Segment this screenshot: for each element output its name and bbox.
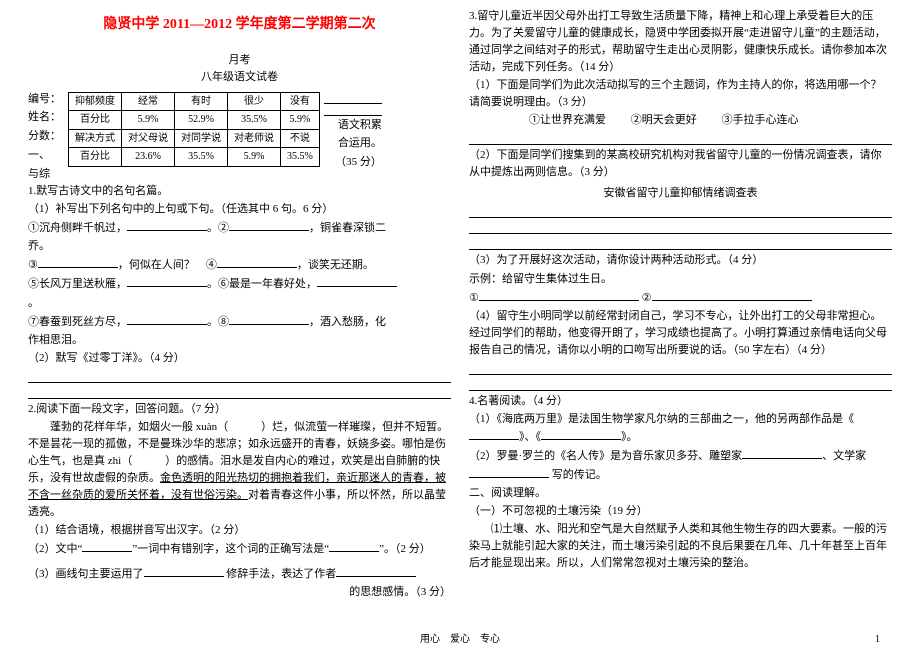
- q3-3: （3）为了开展好这次活动，请你设计两种活动形式。（4 分）: [469, 252, 892, 269]
- blank: [127, 275, 207, 287]
- blank: [329, 540, 379, 552]
- q2: 2.阅读下面一段文字，回答问题。（7 分）: [28, 401, 451, 418]
- q3-intro: 3.留守儿童近半因父母外出打工导致生活质量下降，精神上和心理上承受着巨大的压力。…: [469, 8, 892, 76]
- poem-line-1b: 乔。: [28, 238, 451, 255]
- opt2: ②明天会更好: [631, 114, 697, 126]
- doc-title: 隐贤中学 2011—2012 学年度第二学期第二次: [28, 14, 451, 36]
- subtitle-1: 月考: [28, 52, 451, 69]
- poem-line-3b: 。: [28, 295, 451, 312]
- poem-line-4: ⑦春蚕到死丝方尽，。⑧，酒入愁肠，化: [28, 313, 451, 331]
- blank-line: [469, 220, 892, 234]
- meta-sec: 一、: [28, 146, 64, 165]
- poem-line-4b: 作相思泪。: [28, 332, 451, 349]
- meta-sec2: 与综: [28, 165, 64, 184]
- blank-line: [28, 369, 451, 383]
- blank-line: [469, 204, 892, 218]
- table-row: 百分比23.6%35.5%5.9%35.5%: [69, 148, 320, 167]
- table-row: 百分比5.9%52.9%35.5%5.9%: [69, 111, 320, 130]
- passage: 蓬勃的花样年华，如烟火一般 xuàn（ ）烂，似流萤一样璀璨，但并不短暂。不是昙…: [28, 419, 451, 521]
- subtitle-2: 八年级语文试卷: [28, 69, 451, 86]
- survey-table: 抑郁频度经常有时很少没有 百分比5.9%52.9%35.5%5.9% 解决方式对…: [68, 92, 320, 167]
- blank: [144, 565, 224, 577]
- poem-line-1: ①沉舟侧畔千帆过，。②，铜雀春深锁二: [28, 219, 451, 237]
- q1a: （1）补写出下列名句中的上句或下句。（任选其中 6 句。6 分）: [28, 201, 451, 218]
- q4a: （1）《海底两万里》是法国生物学家凡尔纳的三部曲之一，他的另两部作品是《》、《》…: [469, 411, 892, 446]
- left-column: 隐贤中学 2011—2012 学年度第二学期第二次 月考 八年级语文试卷 编号：…: [28, 8, 451, 602]
- q3-3-example: 示例：给留守生集体过生日。: [469, 271, 892, 288]
- blank: [82, 540, 132, 552]
- meta-id: 编号：: [28, 90, 64, 109]
- blank: [541, 428, 621, 440]
- opt1: ①让世界充满爱: [529, 114, 606, 126]
- meta-right: 语文积累 合运用。 （35 分）: [324, 90, 382, 172]
- blank: [38, 256, 118, 268]
- meta-name: 姓名：: [28, 108, 64, 127]
- options-row: ①让世界充满爱 ②明天会更好 ③手拉手心连心: [469, 112, 892, 129]
- blank: [229, 313, 309, 325]
- blank: [127, 219, 207, 231]
- blank: [324, 92, 382, 104]
- q1b: （2）默写《过零丁洋》。（4 分）: [28, 350, 451, 367]
- blank: [324, 104, 382, 116]
- s2b: ⑴土壤、水、阳光和空气是大自然赋予人类和其他生物生存的四大要素。一般的污染马上就…: [469, 521, 892, 572]
- q4b: （2）罗曼·罗兰的《名人传》是为音乐家贝多芬、雕塑家、文学家: [469, 447, 892, 465]
- q4: 4.名著阅读。（4 分）: [469, 393, 892, 410]
- blank: [229, 219, 309, 231]
- blank: [479, 289, 639, 301]
- blank-line: [28, 385, 451, 399]
- blank: [336, 565, 416, 577]
- blank: [469, 428, 519, 440]
- meta-labels: 编号： 姓名： 分数： 一、 与综: [28, 90, 64, 183]
- meta-score: 分数：: [28, 127, 64, 146]
- poem-line-2: ③，何似在人间？ ④，谈笑无还期。: [28, 256, 451, 274]
- blank-line: [469, 377, 892, 391]
- blank: [217, 256, 297, 268]
- blank: [652, 289, 812, 301]
- blank: [742, 447, 822, 459]
- blank: [317, 275, 397, 287]
- q3-2: （2）下面是同学们搜集到的某高校研究机构对我省留守儿童的一份情况调查表，请你从中…: [469, 147, 892, 181]
- opt3: ③手拉手心连心: [722, 114, 799, 126]
- q2c-tail: 的思想感情。（3 分）: [28, 584, 451, 601]
- meta-row: 编号： 姓名： 分数： 一、 与综 抑郁频度经常有时很少没有 百分比5.9%52…: [28, 90, 451, 183]
- blank: [127, 313, 207, 325]
- blank-line: [469, 236, 892, 250]
- blank: [469, 466, 549, 478]
- q3-4: （4）留守生小明同学以前经常封闭自己，学习不专心，让外出打工的父母非常担心。经过…: [469, 308, 892, 359]
- q2c: （3）画线句主要运用了 修辞手法，表达了作者: [28, 565, 451, 583]
- q1: 1.默写古诗文中的名句名篇。: [28, 183, 451, 200]
- poem-line-3: ⑤长风万里送秋雁，。⑥最是一年春好处，: [28, 275, 451, 293]
- right-column: 3.留守儿童近半因父母外出打工导致生活质量下降，精神上和心理上承受着巨大的压力。…: [469, 8, 892, 602]
- table-row: 解决方式对父母说对同学说对老师说不说: [69, 129, 320, 148]
- q3-3-blanks: ① ②: [469, 289, 892, 307]
- side-cap2: 合运用。: [324, 134, 382, 153]
- q2b: （2）文中“”一词中有错别字，这个词的正确写法是“”。（2 分）: [28, 540, 451, 558]
- table-row: 抑郁频度经常有时很少没有: [69, 92, 320, 111]
- side-cap3: （35 分）: [324, 153, 382, 172]
- q3-1: （1）下面是同学们为此次活动拟写的三个主题词，作为主持人的你，将选用哪一个？请简…: [469, 77, 892, 111]
- q4b-tail: 写的传记。: [469, 466, 892, 484]
- q2a: （1）结合语境，根据拼音写出汉字。（2 分）: [28, 522, 451, 539]
- blank-line: [469, 131, 892, 145]
- table-caption: 安徽省留守儿童抑郁情绪调查表: [469, 185, 892, 202]
- side-cap1: 语文积累: [324, 116, 382, 135]
- footer-text: 用心 爱心 专心: [0, 630, 920, 645]
- page-number: 1: [875, 634, 880, 645]
- section2: 二、阅读理解。: [469, 485, 892, 502]
- blank-line: [469, 361, 892, 375]
- s2a: （一）不可忽视的土壤污染（19 分）: [469, 503, 892, 520]
